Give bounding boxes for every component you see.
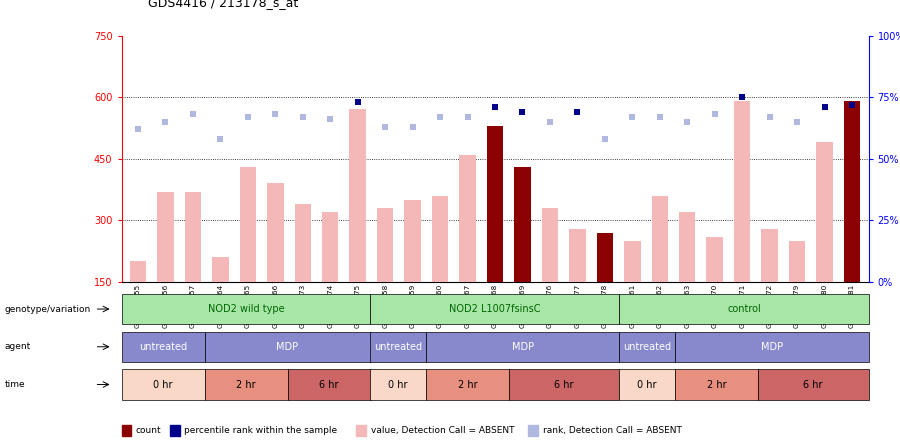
Bar (122, 425, 131, 436)
Text: MDP: MDP (511, 342, 534, 352)
Point (378, 123, 392, 130)
Text: percentile rank within the sample: percentile rank within the sample (184, 426, 338, 435)
Point (433, 113, 447, 120)
Bar (322, 212, 338, 282)
Point (295, 113, 310, 120)
Text: count: count (136, 426, 161, 435)
Point (488, 103, 502, 111)
Bar (597, 233, 613, 282)
Bar (816, 142, 833, 282)
Text: GDS4416 / 213178_s_at: GDS4416 / 213178_s_at (148, 0, 299, 9)
Bar (514, 167, 531, 282)
Point (845, 101, 859, 108)
Text: agent: agent (4, 342, 31, 351)
Bar (761, 229, 778, 282)
Text: NOD2 wild type: NOD2 wild type (208, 304, 284, 314)
Bar (487, 126, 503, 282)
Bar (184, 192, 201, 282)
Bar (528, 425, 538, 436)
Bar (432, 196, 448, 282)
Text: untreated: untreated (623, 342, 671, 352)
Point (240, 113, 255, 120)
Point (185, 111, 200, 118)
Bar (158, 192, 174, 282)
Point (516, 108, 530, 115)
Point (571, 108, 585, 115)
Point (130, 126, 145, 133)
Bar (679, 212, 696, 282)
Bar (130, 262, 146, 282)
Point (762, 113, 777, 120)
Text: time: time (4, 380, 25, 389)
Text: 0 hr: 0 hr (637, 380, 657, 389)
Text: 6 hr: 6 hr (320, 380, 338, 389)
Text: rank, Detection Call = ABSENT: rank, Detection Call = ABSENT (543, 426, 681, 435)
Bar (459, 155, 476, 282)
Point (158, 118, 173, 125)
Text: 6 hr: 6 hr (554, 380, 574, 389)
Bar (844, 101, 860, 282)
Text: NOD2 L1007fsinsC: NOD2 L1007fsinsC (449, 304, 541, 314)
Text: untreated: untreated (139, 342, 187, 352)
Point (598, 135, 612, 143)
Point (707, 111, 722, 118)
Bar (569, 229, 586, 282)
Point (790, 118, 805, 125)
Bar (294, 204, 311, 282)
Text: control: control (727, 304, 760, 314)
Point (460, 113, 474, 120)
Bar (239, 167, 256, 282)
Text: 2 hr: 2 hr (706, 380, 726, 389)
Point (268, 111, 283, 118)
Bar (789, 241, 806, 282)
Text: MDP: MDP (276, 342, 299, 352)
Text: 2 hr: 2 hr (236, 380, 256, 389)
Bar (652, 196, 668, 282)
Bar (734, 101, 751, 282)
Bar (377, 208, 393, 282)
Text: MDP: MDP (760, 342, 783, 352)
Point (735, 94, 750, 101)
Text: 0 hr: 0 hr (389, 380, 408, 389)
Point (543, 118, 557, 125)
Text: genotype/variation: genotype/variation (4, 305, 91, 313)
Point (323, 116, 338, 123)
Bar (349, 109, 366, 282)
Text: 2 hr: 2 hr (457, 380, 477, 389)
Text: 0 hr: 0 hr (153, 380, 173, 389)
Bar (267, 183, 284, 282)
Bar (624, 241, 641, 282)
Point (652, 113, 667, 120)
Text: 6 hr: 6 hr (804, 380, 823, 389)
Bar (404, 200, 421, 282)
Bar (706, 237, 723, 282)
Text: value, Detection Call = ABSENT: value, Detection Call = ABSENT (371, 426, 514, 435)
Point (817, 103, 832, 111)
Point (680, 118, 695, 125)
Bar (542, 208, 558, 282)
Point (350, 99, 365, 106)
Text: untreated: untreated (374, 342, 422, 352)
Bar (356, 425, 366, 436)
Bar (169, 425, 180, 436)
Point (626, 113, 640, 120)
Point (213, 135, 228, 143)
Point (405, 123, 419, 130)
Bar (212, 257, 229, 282)
